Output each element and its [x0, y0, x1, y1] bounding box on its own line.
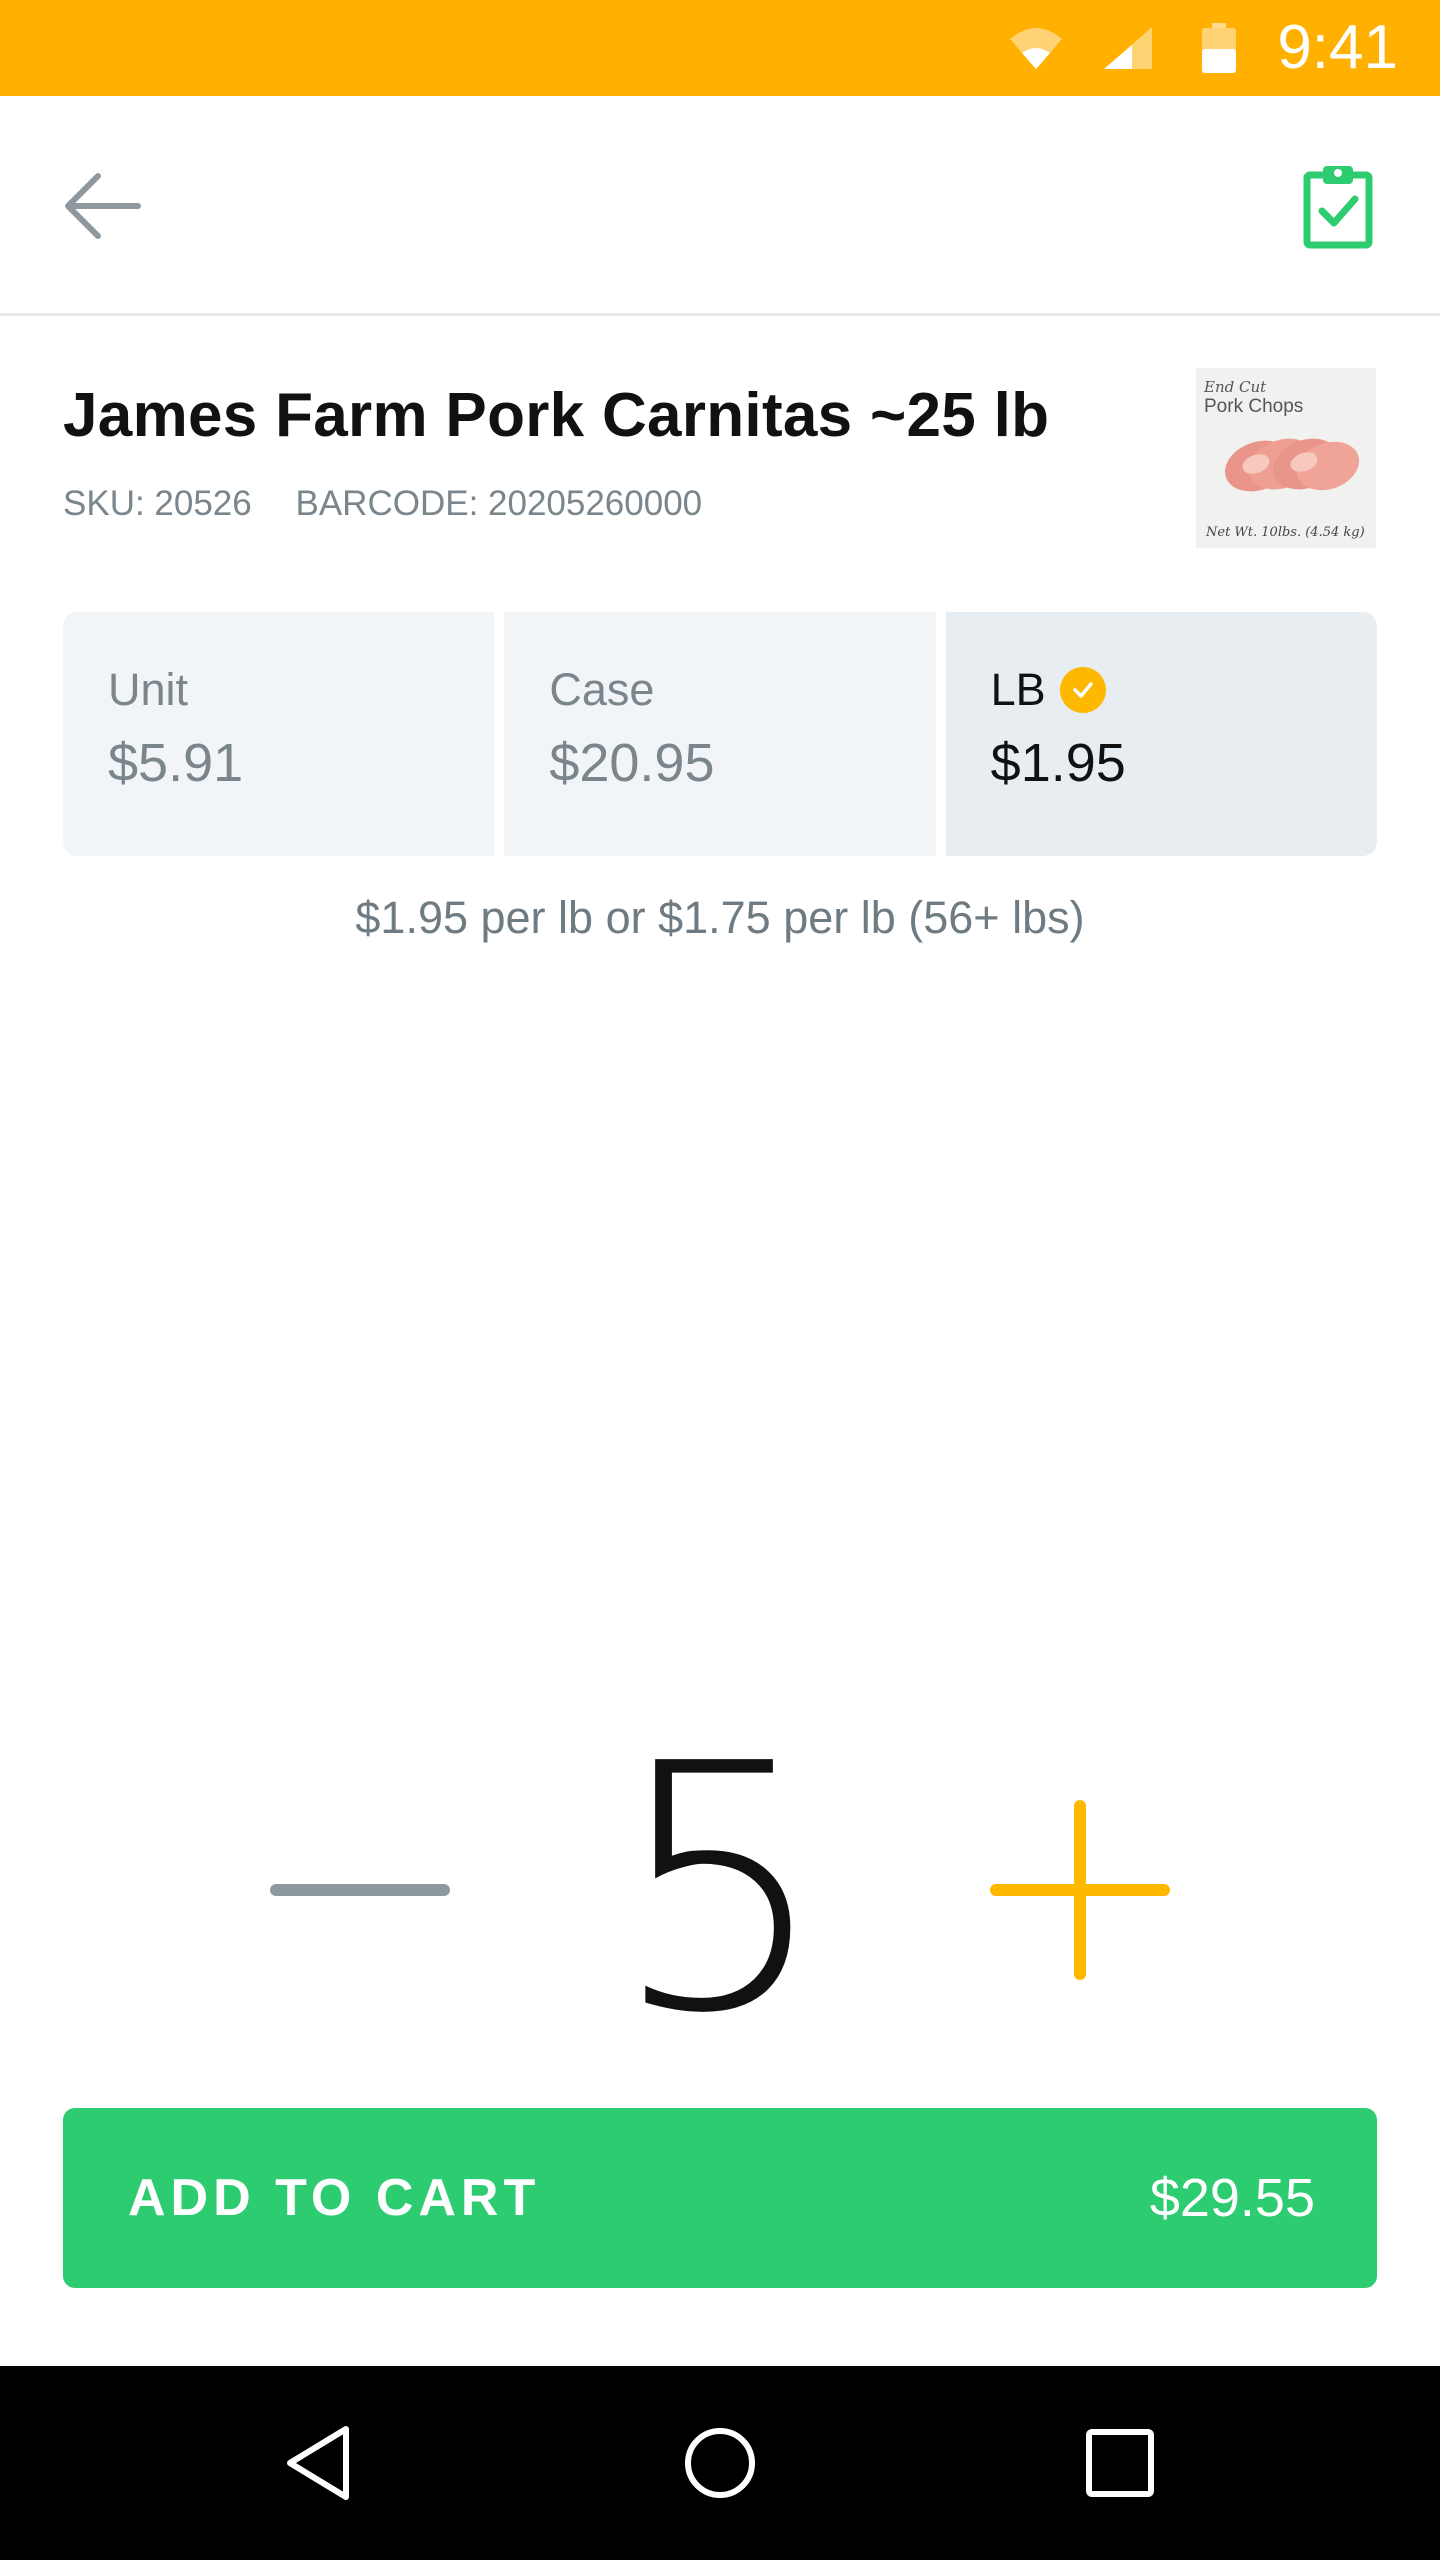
increase-quantity-button[interactable]: [980, 1790, 1180, 1990]
status-time: 9:41: [1277, 13, 1398, 82]
nav-recents-button[interactable]: [1070, 2413, 1170, 2513]
product-meta: SKU: 20526 BARCODE: 20205260000: [63, 484, 736, 524]
price-option-case[interactable]: Case $20.95: [504, 612, 936, 856]
decrease-quantity-button[interactable]: [260, 1840, 460, 1940]
price-option-label: Unit: [108, 664, 189, 715]
price-option-value: $1.95: [990, 733, 1126, 793]
price-option-value: $20.95: [549, 733, 715, 793]
thumbnail-text: End Cut: [1204, 378, 1267, 396]
nav-home-button[interactable]: [670, 2413, 770, 2513]
price-option-lb[interactable]: LB $1.95: [945, 612, 1377, 856]
add-to-cart-label: ADD TO CART: [128, 2169, 541, 2227]
minus-icon: [270, 1884, 450, 1896]
checkmark-icon: [1059, 667, 1106, 713]
plus-icon: [990, 1800, 1170, 1980]
nav-home-icon: [685, 2428, 755, 2498]
back-button[interactable]: [50, 156, 154, 256]
thumbnail-text: Pork Chops: [1204, 396, 1304, 417]
add-to-cart-button[interactable]: ADD TO CART $29.55: [63, 2108, 1377, 2288]
order-list-button[interactable]: [1286, 156, 1390, 256]
price-note: $1.95 per lb or $1.75 per lb (56+ lbs): [355, 892, 1085, 943]
nav-back-button[interactable]: [270, 2413, 370, 2513]
price-option-label: LB: [990, 664, 1046, 715]
wifi-icon: [1008, 0, 1064, 96]
thumbnail-text: Net Wt. 10lbs. (4.54 kg): [1206, 525, 1365, 540]
cell-signal-icon: [1100, 0, 1156, 96]
clipboard-check-icon: [1303, 166, 1373, 249]
nav-back-icon: [287, 2426, 349, 2500]
product-sku: SKU: 20526: [63, 484, 252, 523]
price-option-label-row: LB: [991, 664, 1377, 716]
status-bar: 9:41: [0, 0, 1440, 96]
price-options: Unit $5.91 Case $20.95 LB $1.95: [63, 612, 1377, 856]
price-option-value: $5.91: [108, 733, 244, 793]
cart-total: $29.55: [1149, 2168, 1315, 2228]
system-nav-bar: [0, 2366, 1440, 2560]
product-thumbnail[interactable]: End Cut Pork Chops Net Wt. 10lbs. (4.54 …: [1196, 368, 1376, 548]
price-option-unit[interactable]: Unit $5.91: [63, 612, 495, 856]
app-bar: [0, 96, 1440, 316]
arrow-left-icon: [65, 173, 141, 239]
product-barcode: BARCODE: 20205260000: [295, 484, 703, 523]
product-title: James Farm Pork Carnitas ~25 lb: [63, 381, 1050, 450]
price-option-label: Case: [549, 664, 655, 715]
nav-recents-icon: [1086, 2429, 1154, 2497]
battery-icon: [1202, 0, 1236, 96]
pork-chops-image: [1225, 438, 1360, 492]
quantity-value: 5: [611, 1692, 829, 2088]
